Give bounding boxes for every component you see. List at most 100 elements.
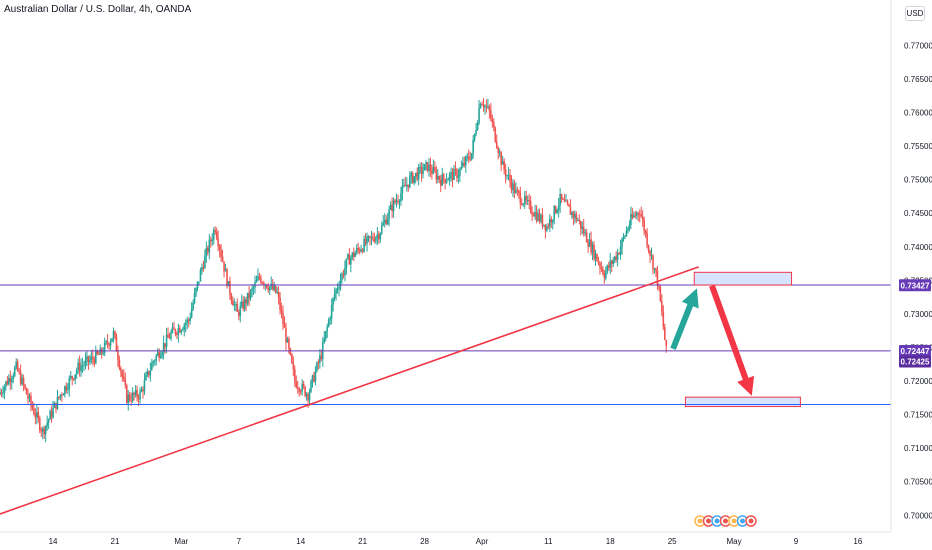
candle-body (0, 392, 3, 394)
candle-body (566, 200, 569, 205)
candle-body (125, 385, 128, 403)
down-arrow (709, 284, 755, 396)
candle-body (109, 341, 112, 346)
price-tick-label: 0.71500 (904, 411, 932, 420)
candle-body (643, 219, 645, 232)
candle-body (28, 395, 31, 399)
candle-body (316, 362, 318, 372)
candle-body (319, 355, 321, 364)
candle-body (616, 253, 619, 260)
up-arrow (670, 288, 699, 350)
candle-body (485, 105, 488, 107)
candle-body (441, 174, 444, 186)
candle-body (408, 176, 411, 188)
candle-body (354, 252, 357, 257)
time-tick-label: 21 (111, 537, 120, 546)
candle-body (416, 172, 418, 180)
candle-body (644, 231, 647, 234)
candle-body (235, 304, 237, 305)
candle-body (609, 260, 612, 268)
candle-body (472, 139, 474, 154)
candle-body (532, 214, 535, 217)
candle-body (108, 344, 110, 346)
candle-body (209, 239, 212, 242)
candle-body (481, 103, 483, 106)
candle-body (538, 213, 541, 222)
candle-body (112, 331, 115, 339)
price-tag (899, 345, 931, 358)
candle-body (488, 106, 491, 111)
candle-body (224, 269, 227, 272)
candle-body (193, 293, 196, 303)
candle-body (392, 200, 395, 212)
candle-body (659, 286, 662, 302)
candle-body (625, 230, 628, 236)
candle-body (516, 189, 519, 191)
candle-body (407, 184, 410, 188)
candle-body (252, 287, 255, 289)
candle-body (299, 391, 302, 393)
candle-body (266, 284, 268, 288)
candle-body (242, 301, 245, 309)
candle-body (391, 204, 393, 212)
candle-body (237, 311, 240, 317)
candle-body (599, 263, 601, 268)
candle-body (201, 266, 203, 271)
candle-body (345, 258, 348, 269)
price-tag (899, 355, 931, 368)
candle-body (136, 390, 138, 398)
price-tick-label: 0.75500 (904, 142, 932, 151)
candle-body (357, 248, 359, 250)
candle-body (519, 193, 522, 204)
candle-body (509, 174, 511, 182)
candle-body (451, 172, 454, 180)
candle-body (103, 342, 106, 353)
candle-body (463, 162, 466, 166)
candle-body (217, 238, 219, 247)
candle-body (208, 239, 211, 253)
target-zone (693, 271, 793, 286)
candle-body (313, 375, 315, 382)
currency-button[interactable]: USD (905, 6, 925, 21)
candle-body (429, 164, 432, 172)
candle-body (479, 103, 482, 108)
candle-body (360, 249, 362, 252)
price-tag-label: 0.73427 (901, 281, 930, 290)
candle-body (260, 277, 262, 283)
candle-body (352, 252, 355, 257)
candle-body (647, 245, 650, 251)
candle-body (22, 377, 25, 386)
candle-body (195, 288, 197, 294)
candle-body (245, 299, 247, 304)
chart-title: Australian Dollar / U.S. Dollar, 4h, OAN… (4, 4, 192, 15)
candle-body (187, 319, 190, 322)
candle-body (633, 215, 635, 218)
candle-body (90, 356, 93, 360)
candle-body (490, 110, 492, 119)
event-flag-dot (723, 518, 728, 524)
candle-body (535, 211, 538, 221)
price-axis: 0.77000 0.76500 0.76000 0.75500 0.75000 0.745… (890, 0, 932, 532)
candle-body (121, 371, 124, 377)
candle-body (74, 374, 76, 380)
candle-body (64, 386, 66, 395)
candle-body (143, 380, 146, 392)
price-tick-label: 0.75000 (904, 176, 932, 185)
candle-body (6, 381, 9, 385)
candle-body (170, 332, 172, 339)
candle-body (153, 360, 156, 362)
candle-body (159, 355, 162, 358)
candle-body (49, 411, 51, 420)
candle-body (151, 363, 153, 371)
time-tick-label: Mar (174, 537, 188, 546)
candle-body (75, 370, 78, 375)
candle-body (37, 412, 40, 419)
time-tick-label: 28 (420, 537, 429, 546)
candle-body (335, 289, 337, 294)
candle-body (534, 211, 536, 217)
candle-body (102, 352, 104, 354)
candle-body (106, 341, 109, 345)
candle-body (662, 311, 665, 327)
candle-body (419, 166, 421, 168)
